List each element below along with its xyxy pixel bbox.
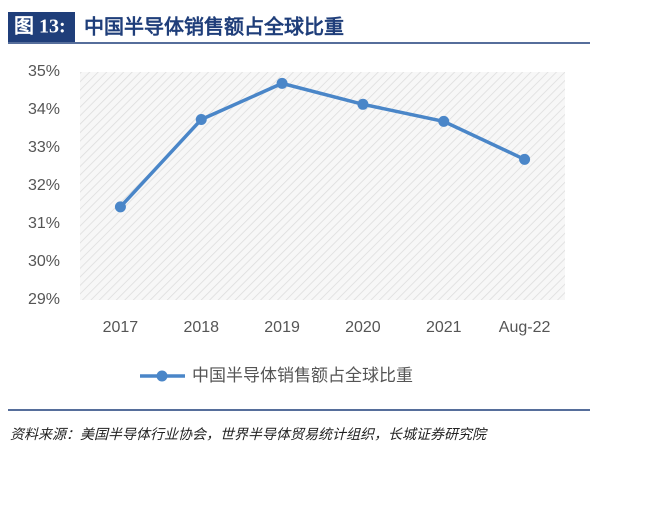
x-tick-label: 2017 xyxy=(103,319,139,336)
y-tick-label: 33% xyxy=(28,139,60,156)
source-note: 资料来源：美国半导体行业协会，世界半导体贸易统计组织，长城证券研究院 xyxy=(10,427,486,443)
data-point xyxy=(195,114,207,125)
data-point xyxy=(438,115,450,127)
data-point xyxy=(276,77,288,89)
x-tick-label: 2019 xyxy=(264,319,300,336)
y-tick-label: 32% xyxy=(28,177,60,194)
plot-area xyxy=(80,72,565,300)
y-tick-label: 35% xyxy=(28,63,60,80)
x-tick-label: 2018 xyxy=(183,319,219,336)
data-point xyxy=(357,98,369,110)
data-point xyxy=(519,153,531,165)
header-title: 中国半导体销售额占全球比重 xyxy=(84,15,344,39)
y-tick-label: 34% xyxy=(28,101,60,118)
y-tick-label: 30% xyxy=(28,253,60,270)
header-label: 图 13: xyxy=(14,15,66,38)
x-tick-label: Aug-22 xyxy=(499,319,551,336)
x-tick-label: 2020 xyxy=(345,319,381,336)
series-line xyxy=(119,81,526,209)
legend-label: 中国半导体销售额占全球比重 xyxy=(192,366,413,386)
data-point xyxy=(114,201,126,213)
plot: 29% 30% 31% 32% 33% 34% 35% 2017 2018 2019 2020 202… xyxy=(28,63,565,386)
header-label-box xyxy=(8,12,75,42)
legend-marker xyxy=(156,370,168,382)
y-tick-label: 29% xyxy=(28,291,60,308)
x-tick-label: 2021 xyxy=(426,319,462,336)
y-tick-label: 31% xyxy=(28,215,60,232)
